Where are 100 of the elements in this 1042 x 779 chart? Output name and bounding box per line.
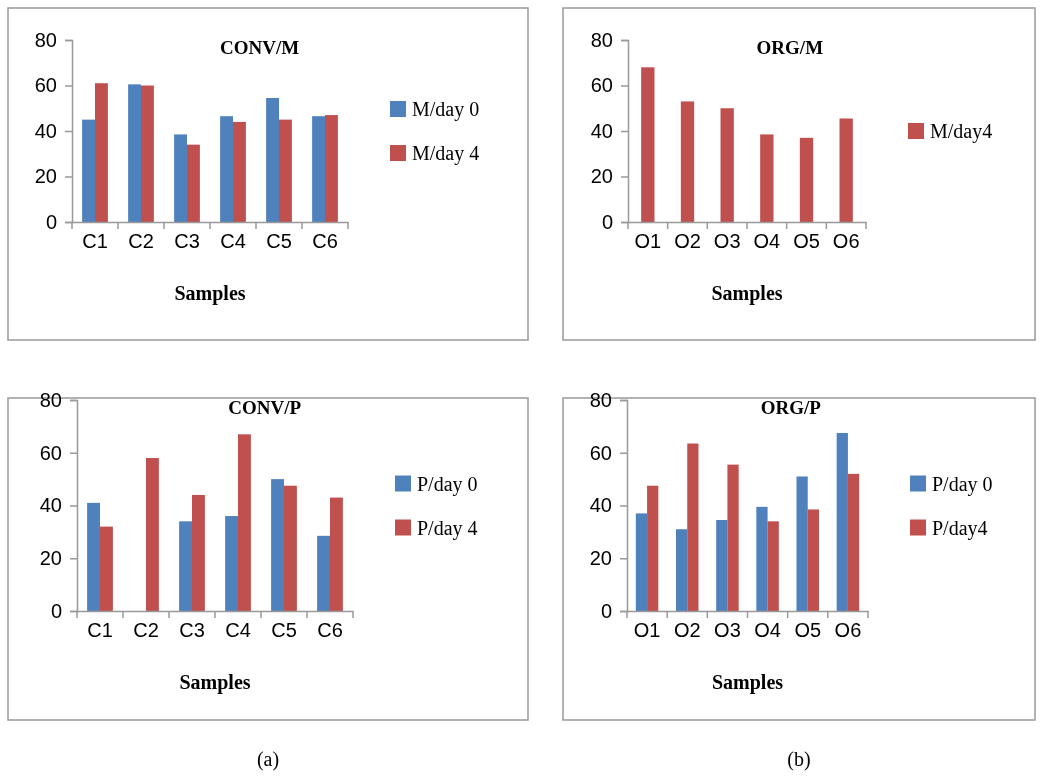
bar [727, 464, 739, 611]
bar [146, 458, 159, 611]
bar [179, 521, 192, 611]
x-tick-label: O6 [834, 619, 862, 642]
bar [325, 115, 338, 222]
y-tick-label: 0 [50, 599, 62, 622]
chart-title: ORG/P [760, 397, 822, 418]
bar [720, 108, 734, 222]
y-tick-label: 80 [589, 388, 612, 411]
y-tick-label: 80 [590, 28, 613, 51]
bar [799, 137, 814, 222]
bar [312, 116, 325, 222]
x-tick-label: C6 [317, 619, 343, 642]
bar [676, 529, 688, 611]
y-tick-label: 0 [45, 210, 57, 233]
bar [647, 485, 659, 611]
legend-label: M/day 0 [412, 98, 480, 121]
y-tick-label: 60 [34, 74, 57, 97]
x-tick-label: O4 [753, 230, 781, 253]
legend-label: P/day 0 [417, 472, 478, 496]
bar [756, 506, 768, 611]
x-tick-label: O6 [832, 230, 860, 253]
bar [238, 434, 251, 611]
bar [271, 479, 284, 611]
bar [807, 509, 819, 611]
y-tick-label: 20 [590, 165, 613, 188]
bar [192, 494, 205, 611]
x-axis-title: Samples [174, 282, 246, 305]
bar [836, 432, 848, 611]
x-tick-label: C4 [225, 619, 251, 642]
x-tick-label: C2 [133, 619, 159, 642]
bar [284, 485, 297, 611]
text: (b) [787, 748, 811, 771]
x-tick-label: O3 [714, 619, 741, 642]
chart-title: ORG/M [756, 37, 824, 58]
bar [687, 443, 699, 611]
x-axis-title: Samples [711, 282, 783, 305]
y-tick-label: 80 [39, 388, 62, 411]
y-tick-label: 40 [589, 494, 612, 517]
x-tick-label: C2 [128, 230, 154, 253]
bar [100, 526, 113, 611]
bar [760, 134, 774, 222]
x-tick-label: O2 [674, 230, 701, 253]
y-tick-label: 0 [601, 210, 613, 233]
x-tick-label: C4 [220, 230, 246, 253]
y-tick-label: 60 [589, 441, 612, 464]
x-tick-label: C3 [174, 230, 200, 253]
y-tick-label: 60 [39, 441, 62, 464]
bar [174, 134, 187, 222]
y-tick-label: 40 [590, 119, 613, 142]
x-tick-label: O1 [633, 619, 661, 642]
x-tick-label: C1 [82, 230, 108, 253]
bar [330, 497, 343, 611]
bar [279, 119, 292, 222]
x-tick-label: O4 [754, 619, 781, 642]
bar [266, 98, 279, 222]
x-tick-label: C5 [271, 619, 297, 642]
legend-label: P/day4 [932, 516, 988, 540]
bar [95, 83, 108, 222]
y-tick-label: 20 [39, 547, 62, 570]
bar [128, 84, 141, 222]
bar [847, 473, 860, 611]
bar [87, 502, 100, 611]
bar [82, 119, 95, 222]
x-tick-label: O5 [794, 619, 822, 642]
bar [767, 521, 779, 611]
y-tick-label: 60 [590, 74, 613, 97]
bar [839, 118, 853, 222]
legend-label: P/day 0 [932, 472, 993, 496]
x-tick-label: C1 [87, 619, 113, 642]
bar [317, 535, 330, 611]
legend-label: M/day4 [930, 120, 993, 143]
chart-title: CONV/M [220, 37, 300, 58]
y-tick-label: 20 [589, 547, 612, 570]
bar [233, 121, 246, 222]
bar [635, 513, 648, 611]
bar [716, 520, 728, 611]
x-tick-label: O2 [673, 619, 701, 642]
y-tick-label: 40 [39, 494, 62, 517]
y-tick-label: 80 [34, 28, 57, 51]
text: (a) [256, 748, 280, 771]
x-tick-label: O1 [634, 230, 662, 253]
x-tick-label: O5 [793, 230, 820, 253]
x-tick-label: C3 [179, 619, 205, 642]
x-tick-label: C5 [266, 230, 292, 253]
bar [187, 144, 200, 222]
y-tick-label: 20 [34, 165, 57, 188]
legend-label: M/day 4 [412, 142, 480, 165]
bar [641, 67, 655, 222]
bar [141, 85, 154, 222]
x-axis-title: Samples [711, 671, 784, 694]
bar [796, 476, 808, 611]
x-tick-label: O3 [713, 230, 741, 253]
y-tick-label: 0 [600, 599, 612, 622]
bar [225, 516, 238, 611]
bar [680, 101, 695, 222]
x-tick-label: C6 [312, 230, 338, 253]
legend-label: P/day 4 [417, 516, 478, 540]
chart-title: CONV/P [228, 397, 302, 418]
y-tick-label: 40 [34, 119, 57, 142]
